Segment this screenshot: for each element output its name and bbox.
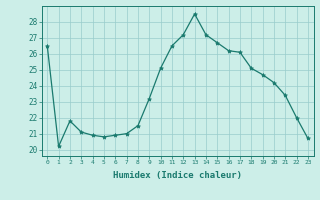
X-axis label: Humidex (Indice chaleur): Humidex (Indice chaleur) <box>113 171 242 180</box>
